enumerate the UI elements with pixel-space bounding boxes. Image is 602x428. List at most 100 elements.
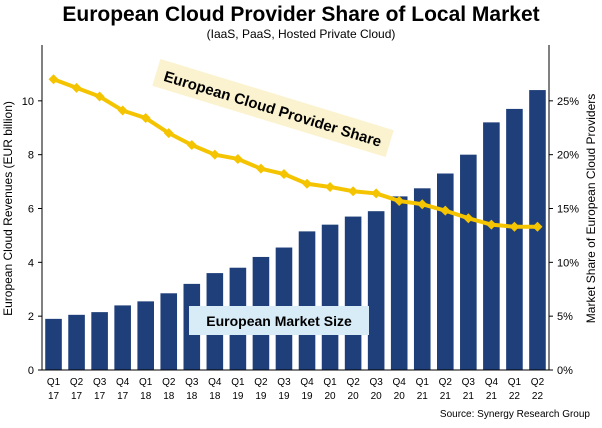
x-tick-label: Q4: [300, 377, 314, 388]
share-point: [486, 219, 497, 230]
share-line: [51, 77, 540, 229]
x-tick-label: Q1: [508, 377, 522, 388]
y2-tick-label: 25%: [557, 96, 579, 108]
bar: [483, 122, 500, 371]
x-tick-label: Q2: [531, 377, 545, 388]
share-point: [325, 181, 336, 192]
size-label-text: European Market Size: [206, 313, 352, 329]
source-note: Source: Synergy Research Group: [439, 409, 590, 420]
bar: [68, 314, 85, 370]
y2-tick-label: 10%: [557, 257, 579, 269]
y2-tick-label: 15%: [557, 204, 579, 216]
x-tick-label-year: 21: [486, 391, 498, 402]
share-point: [163, 128, 174, 139]
share-label-background: [152, 58, 394, 158]
bar: [390, 196, 408, 370]
share-point: [302, 178, 313, 189]
x-tick-label-year: 20: [371, 391, 383, 402]
x-tick-label-year: 18: [163, 391, 175, 402]
share-point: [509, 221, 520, 232]
bar: [460, 154, 477, 370]
x-tick-label-year: 22: [509, 391, 521, 402]
axes-layer: 0 2 4 6 8 10 0% 5% 10% 15% 20% 25% Q1 17 Q2 17 Q3 17 Q4 17 Q…: [1, 45, 598, 402]
share-point: [117, 105, 128, 116]
share-point: [371, 188, 382, 199]
y-tick-label: 8: [28, 150, 34, 162]
share-point: [278, 169, 289, 180]
share-point: [532, 221, 543, 232]
share-point: [48, 74, 59, 85]
share-point: [463, 213, 474, 224]
x-tick-label: Q4: [208, 377, 222, 388]
share-line-layer: [48, 74, 543, 232]
x-tick-label-year: 17: [94, 391, 106, 402]
x-tick-label: Q1: [231, 377, 245, 388]
bar: [45, 318, 62, 370]
x-tick-label-year: 17: [71, 391, 83, 402]
y-tick-label: 0: [28, 365, 34, 377]
y-tick-label: 2: [28, 311, 34, 323]
x-tick-label-year: 19: [255, 391, 267, 402]
x-tick-label: Q2: [439, 377, 453, 388]
bar: [344, 216, 362, 370]
bar: [298, 231, 316, 370]
x-tick-label-year: 18: [140, 391, 152, 402]
bar: [437, 173, 454, 370]
x-tick-label-year: 18: [209, 391, 221, 402]
share-point: [394, 195, 405, 206]
x-tick-label: Q3: [93, 377, 107, 388]
x-tick-label-year: 21: [440, 391, 452, 402]
x-tick-label: Q2: [70, 377, 84, 388]
x-tick-label-year: 20: [394, 391, 406, 402]
x-tick-label-year: 21: [463, 391, 475, 402]
bar: [506, 108, 523, 370]
share-point: [186, 139, 197, 150]
x-tick-label: Q1: [416, 377, 430, 388]
x-tick-label: Q2: [162, 377, 176, 388]
share-point: [140, 113, 151, 124]
size-series-label: European Market Size: [189, 306, 369, 335]
share-point: [417, 199, 428, 210]
share-point: [348, 186, 359, 197]
x-tick-label-year: 20: [348, 391, 360, 402]
y-axis-title: European Cloud Revenues (EUR billion): [1, 101, 15, 316]
share-point: [440, 205, 451, 216]
y2-axis-title: Market Share of European Cloud Providers: [584, 94, 598, 323]
y-tick-label: 4: [28, 257, 34, 269]
share-point: [209, 149, 220, 160]
x-tick-label: Q3: [369, 377, 383, 388]
x-tick-label-year: 17: [117, 391, 129, 402]
x-tick-label: Q4: [393, 377, 407, 388]
x-tick-label: Q2: [254, 377, 268, 388]
bar: [321, 224, 339, 370]
x-tick-label-year: 20: [325, 391, 337, 402]
bar: [160, 293, 178, 370]
x-tick-label: Q4: [116, 377, 130, 388]
bar: [413, 188, 431, 370]
x-tick-label-year: 19: [232, 391, 244, 402]
x-tick-label-year: 19: [278, 391, 290, 402]
x-tick-label-year: 22: [532, 391, 544, 402]
x-tick-label: Q1: [139, 377, 153, 388]
y2-tick-label: 5%: [557, 311, 573, 323]
chart-subtitle: (IaaS, PaaS, Hosted Private Cloud): [206, 27, 396, 41]
share-point: [71, 82, 82, 93]
x-tick-label: Q3: [185, 377, 199, 388]
size-label-background: [189, 306, 369, 335]
y-tick-label: 6: [28, 204, 34, 216]
y2-tick-label: 0%: [557, 365, 573, 377]
x-tick-label-year: 17: [48, 391, 60, 402]
x-tick-label-year: 18: [186, 391, 198, 402]
bar: [91, 312, 108, 370]
y2-tick-label: 20%: [557, 150, 579, 162]
x-tick-label-year: 19: [301, 391, 313, 402]
x-tick-label-year: 21: [417, 391, 429, 402]
chart-title: European Cloud Provider Share of Local M…: [62, 3, 540, 26]
share-point: [255, 163, 266, 174]
share-label-text: European Cloud Provider Share: [162, 68, 384, 151]
x-tick-label: Q1: [323, 377, 337, 388]
x-tick-label: Q3: [277, 377, 291, 388]
x-tick-label: Q3: [462, 377, 476, 388]
x-tick-label: Q2: [346, 377, 360, 388]
